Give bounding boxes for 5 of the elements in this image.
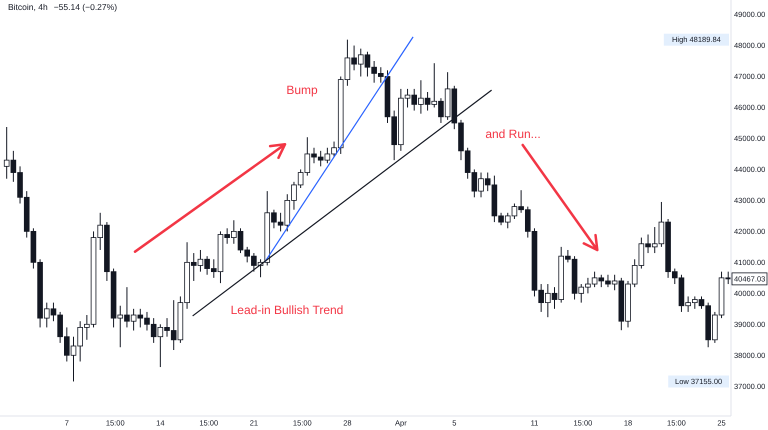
annotation: Bump [286,83,318,97]
chart-subtitle: −55.14 (−0.27%) [54,2,118,13]
chart-title: Bitcoin, 4h [8,2,48,13]
annotation: and Run... [485,127,541,141]
annotation: Lead-in Bullish Trend [230,303,344,317]
